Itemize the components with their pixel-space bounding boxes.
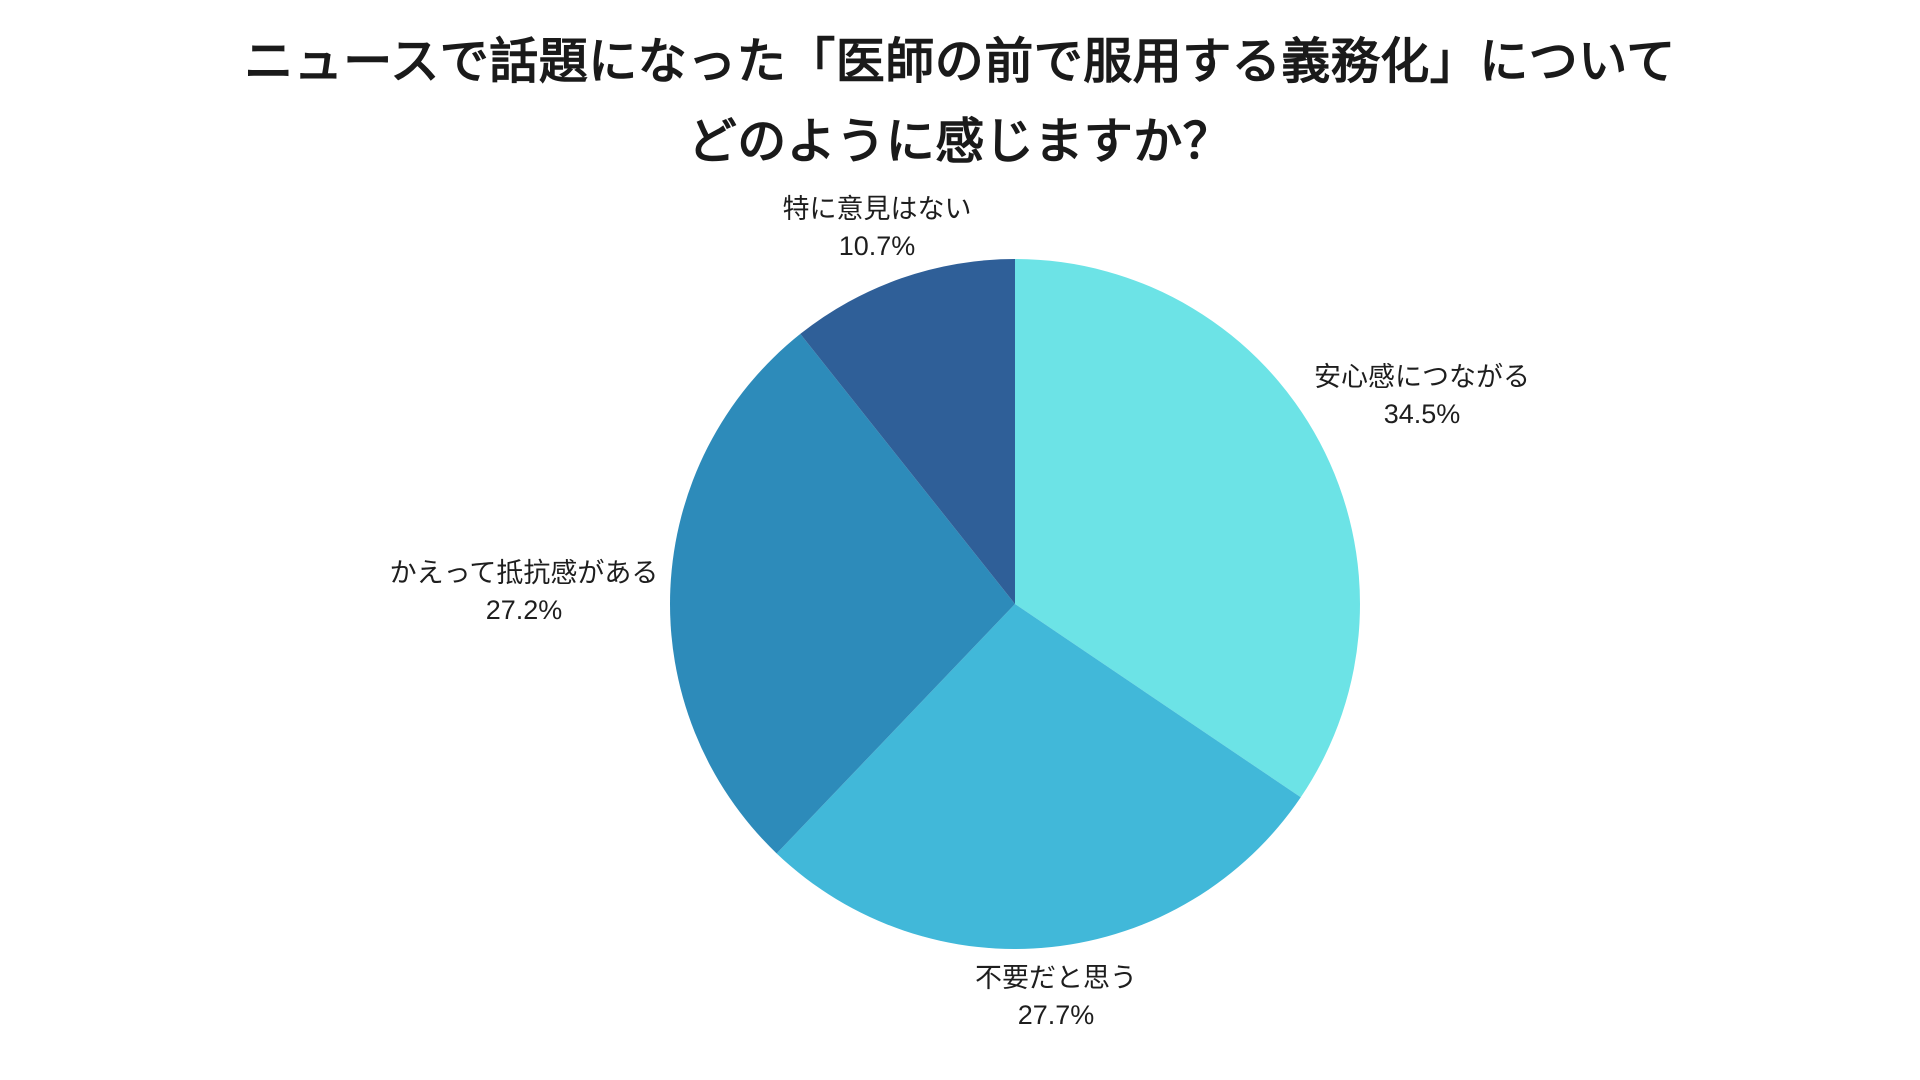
pie-label-0: 安心感につながる 34.5% [1314, 359, 1530, 434]
pie-label-percent: 27.7% [1017, 1000, 1095, 1030]
chart-title-line1: ニュースで話題になった「医師の前で服用する義務化」について [244, 35, 1676, 89]
pie-slice-3 [800, 259, 1015, 604]
pie-slice-1 [776, 604, 1301, 950]
pie-label-text: 不要だと思う [975, 962, 1137, 993]
pie-slice-0 [1015, 259, 1360, 798]
pie-label-percent: 10.7% [838, 231, 916, 261]
pie-slice-2 [669, 333, 1015, 854]
pie-label-text: かえって抵抗感がある [389, 557, 659, 588]
pie-label-text: 特に意見はない [782, 193, 972, 224]
pie-label-3: 特に意見はない 10.7% [783, 191, 972, 266]
pie-label-2: かえって抵抗感がある 27.2% [390, 555, 659, 630]
chart-title-line2: どのように感じますか？ [687, 115, 1233, 170]
pie-label-1: 不要だと思う 27.7% [975, 960, 1137, 1035]
pie-label-text: 安心感につながる [1314, 361, 1530, 392]
pie-label-percent: 34.5% [1383, 399, 1461, 429]
chart-title: ニュースで話題になった「医師の前で服用する義務化」について どのように感じますか… [0, 22, 1920, 183]
pie-label-percent: 27.2% [485, 595, 563, 625]
